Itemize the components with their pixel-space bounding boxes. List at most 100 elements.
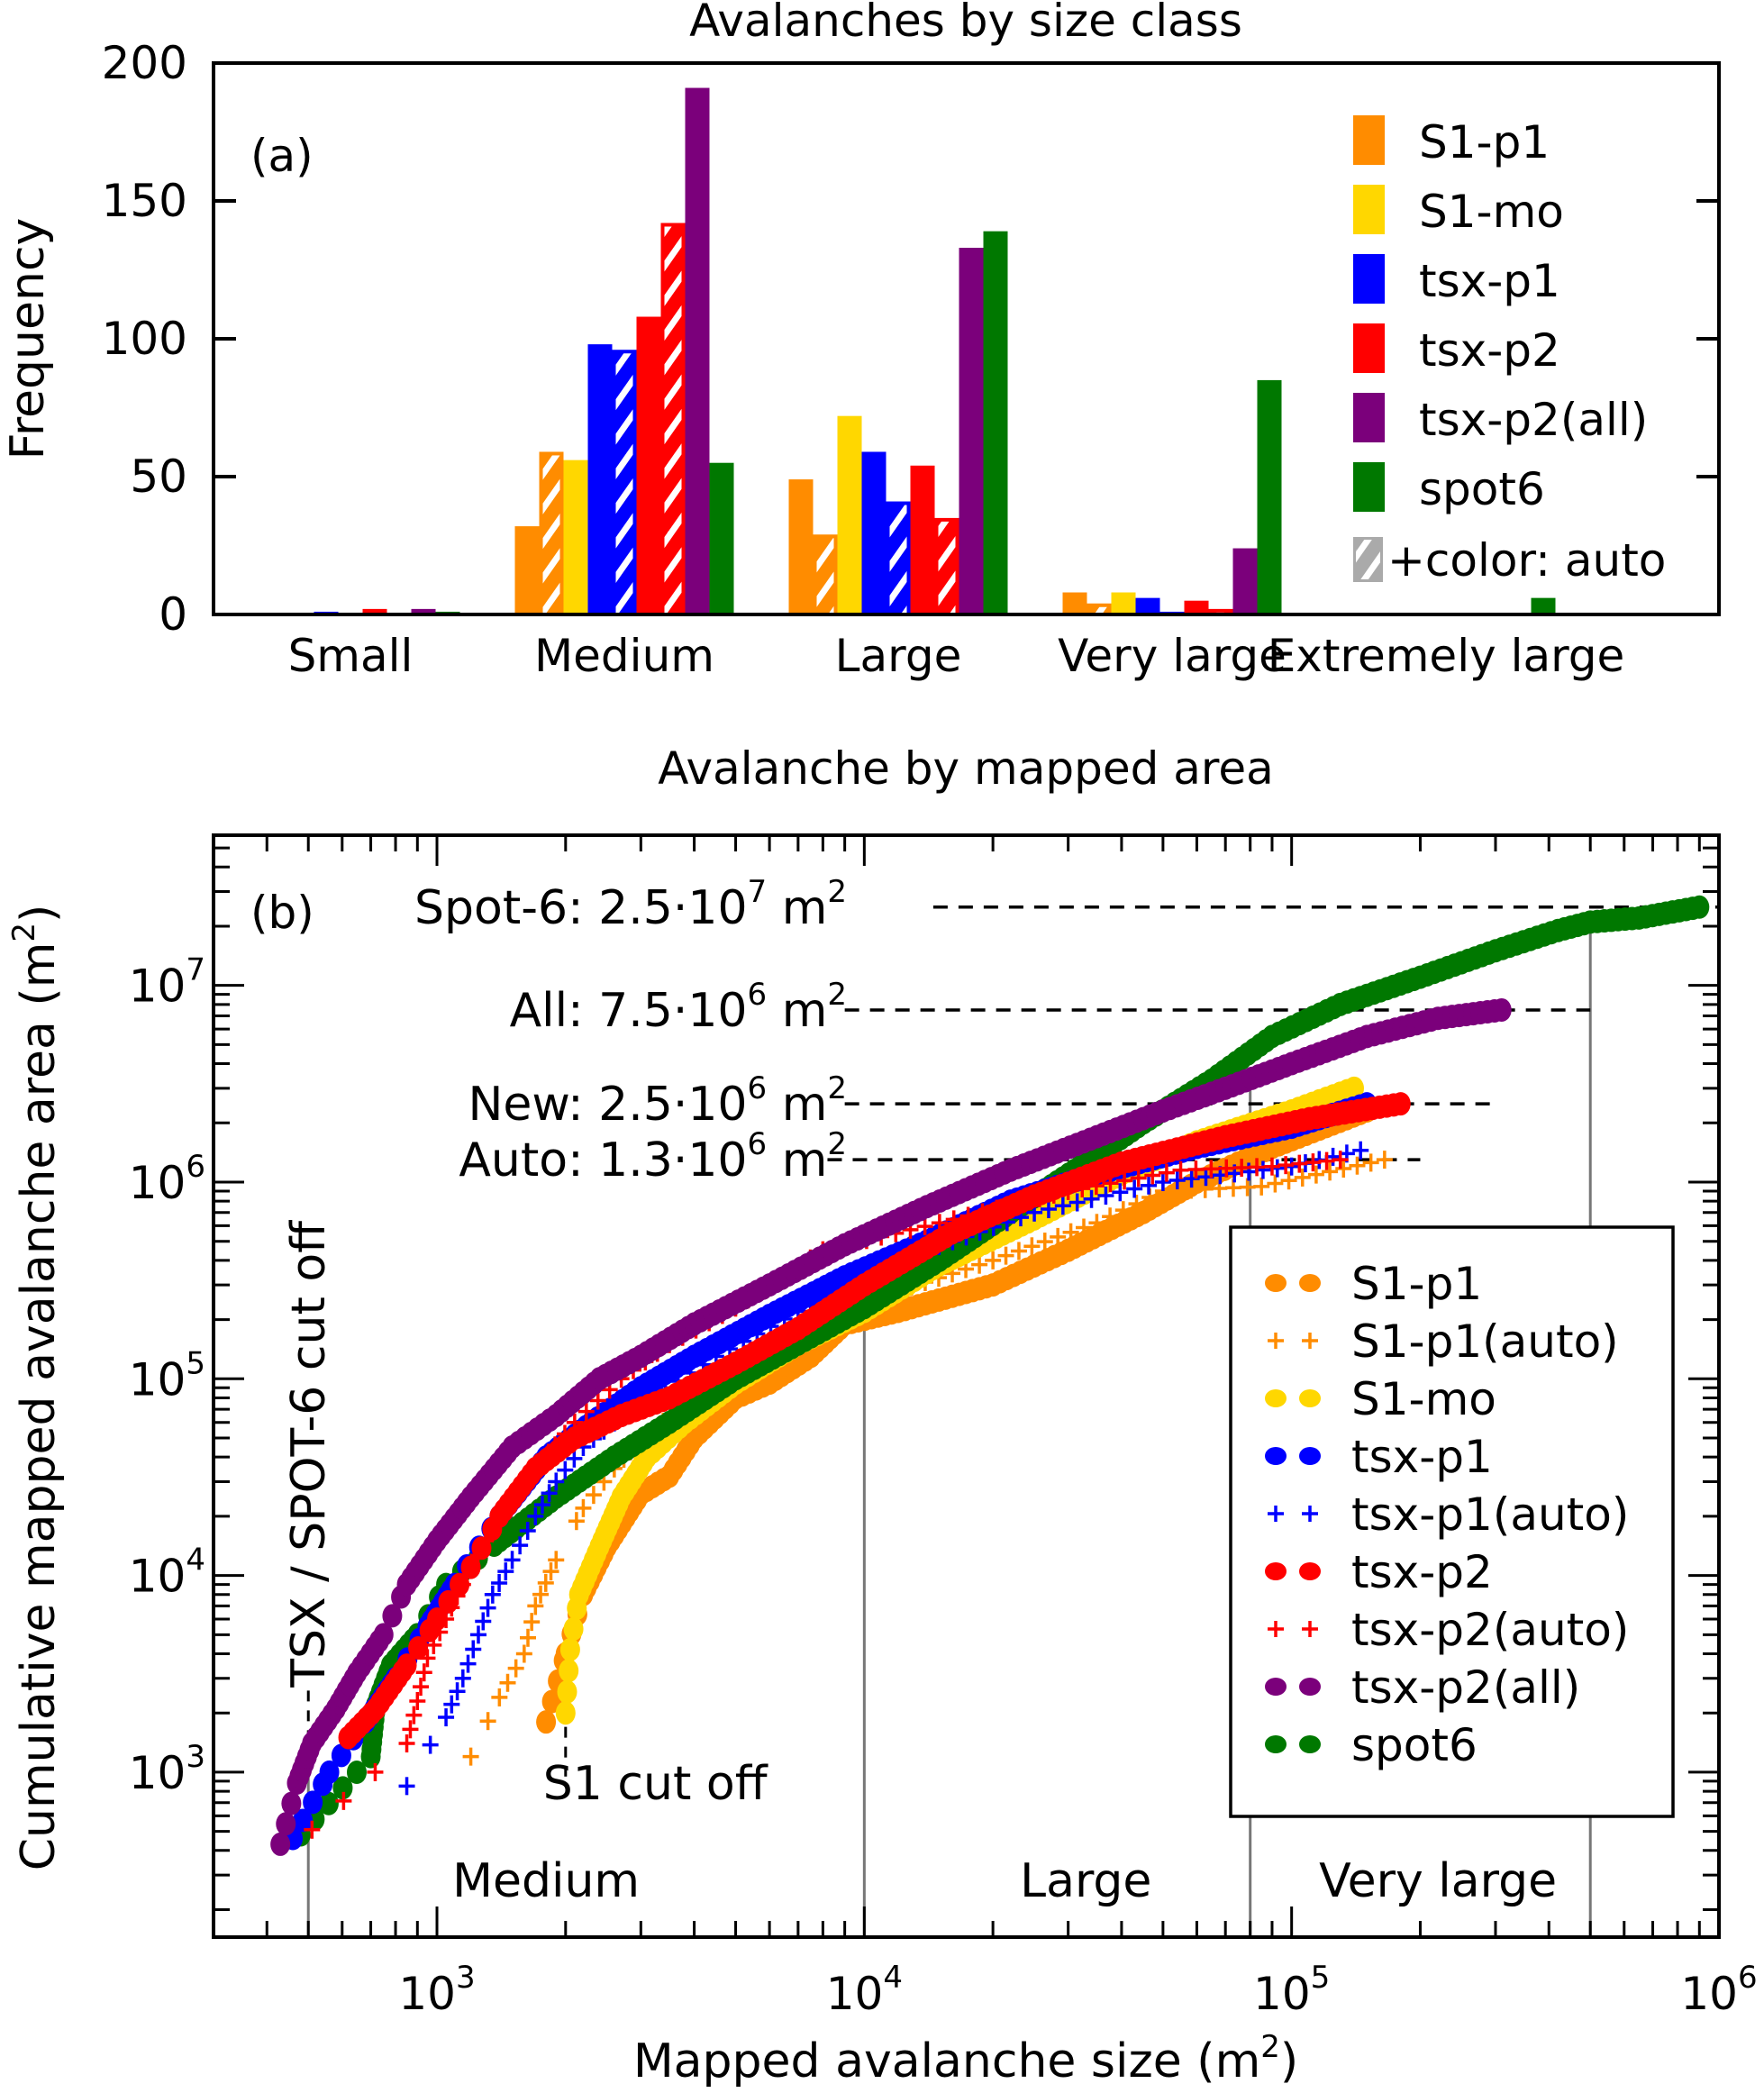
bar-very-large-s1-mo	[1111, 592, 1136, 614]
point-tsx-p1-auto-	[1154, 1172, 1171, 1191]
point-tsx-p2-auto-	[413, 1678, 430, 1697]
point-tsx-p2-auto-	[1003, 1196, 1020, 1215]
point-tsx-p2-auto-	[566, 1413, 583, 1432]
point-tsx-p1-auto-	[469, 1625, 486, 1644]
point-s1-p1-auto-	[499, 1673, 516, 1692]
x-tick-label: Extremely large	[1268, 630, 1625, 682]
panel-b-label: (b)	[250, 887, 314, 939]
bar-very-large-s1-p1-auto--hatch	[1090, 606, 1108, 613]
point-tsx-p1-auto-	[1068, 1193, 1086, 1212]
panel-b-xlabel: Mapped avalanche size (m2)	[633, 2029, 1298, 2088]
point-tsx-p2-auto-	[1087, 1177, 1105, 1196]
size-class-label: Very large	[1319, 1854, 1557, 1908]
x-tick-label: Small	[288, 630, 414, 682]
point-tsx-p2	[396, 1653, 417, 1678]
legend-entry-s1-p1-swatch	[1353, 115, 1385, 165]
point-s1-p1-auto-	[971, 1255, 988, 1274]
point-s1-p1-auto-	[1335, 1160, 1352, 1178]
legend-entry-tsx-p1-marker	[1299, 1447, 1321, 1465]
point-tsx-p1-auto-	[1183, 1169, 1200, 1188]
size-class-label: Medium	[452, 1854, 640, 1908]
legend-entry-tsx-p1-swatch	[1353, 254, 1385, 304]
point-tsx-p1-auto-	[533, 1496, 550, 1515]
legend-entry-tsx-p2-label: tsx-p2	[1419, 324, 1560, 377]
legend-entry-tsx-p2-all--marker	[1299, 1678, 1321, 1696]
panel-a-bar-chart: Avalanches by size class Frequency (a) 0…	[1, 0, 1721, 682]
point-tsx-p1	[303, 1790, 323, 1815]
point-tsx-p1-auto-	[398, 1777, 415, 1796]
legend-frame	[1229, 1225, 1675, 1818]
point-tsx-p1-auto-	[475, 1612, 492, 1631]
point-tsx-p2-auto-	[1059, 1181, 1077, 1200]
point-tsx-p1-auto-	[1097, 1187, 1114, 1206]
point-tsx-p2	[1390, 1092, 1411, 1116]
size-class-label: Large	[1020, 1854, 1151, 1908]
point-tsx-p2-auto-	[1074, 1179, 1091, 1198]
x-tick-label: Large	[835, 630, 962, 682]
point-tsx-p2-auto-	[462, 1561, 479, 1579]
point-s1-p1-auto-	[515, 1644, 532, 1663]
point-s1-mo	[1343, 1076, 1364, 1100]
point-tsx-p1	[319, 1760, 340, 1784]
point-s1-p1-auto-	[1088, 1214, 1105, 1233]
point-s1-p1-auto-	[1253, 1177, 1270, 1196]
point-tsx-p2-auto-	[988, 1199, 1005, 1218]
point-tsx-p1-auto-	[519, 1522, 536, 1541]
panel-b-scatter-chart: Avalanche by mapped area Cumulative mapp…	[6, 742, 1758, 2088]
point-s1-p1-auto-	[1128, 1195, 1145, 1214]
legend-entry-spot6-marker	[1265, 1735, 1287, 1753]
point-tsx-p1	[293, 1808, 314, 1833]
point-tsx-p2-all-	[281, 1791, 302, 1815]
point-tsx-p1-auto-	[512, 1536, 529, 1555]
panel-a-axes-frame	[212, 61, 1721, 616]
point-spot6	[346, 1761, 367, 1785]
point-tsx-p2-auto-	[1158, 1163, 1175, 1182]
point-tsx-p2-all-	[276, 1812, 296, 1836]
point-tsx-p2-auto-	[1278, 1156, 1295, 1175]
legend-entry-tsx-p1-marker	[1265, 1447, 1287, 1465]
point-s1-p1-auto-	[542, 1562, 559, 1581]
point-tsx-p2-auto-	[504, 1488, 521, 1506]
point-s1-p1-auto-	[1239, 1178, 1256, 1197]
point-tsx-p1-auto-	[449, 1682, 466, 1701]
point-tsx-p2-auto-	[547, 1436, 564, 1455]
point-tsx-p2-auto-	[304, 1820, 321, 1839]
point-s1-p1-auto-	[519, 1628, 536, 1647]
legend-entry--color-auto-hatch	[1356, 540, 1380, 579]
point-tsx-p2-auto-	[945, 1210, 962, 1229]
point-s1-p1-auto-	[1267, 1174, 1284, 1193]
legend-entry-tsx-p2-swatch	[1353, 323, 1385, 373]
point-s1-p1-auto-	[523, 1613, 541, 1632]
y-tick-label: 200	[102, 37, 187, 89]
point-tsx-p2-auto-	[527, 1459, 544, 1478]
panel-a-legend: S1-p1 S1-mo tsx-p1 tsx-p2 tsx-p2(all) spot6 +c…	[1353, 115, 1666, 587]
point-tsx-p1-auto-	[438, 1708, 455, 1727]
bar-very-large-spot6	[1257, 379, 1282, 614]
bar-very-large-tsx-p1	[1135, 597, 1160, 614]
legend-entry-spot6-label: spot6	[1351, 1719, 1478, 1771]
x-tick-label: 103	[398, 1960, 475, 2020]
point-tsx-p1-auto-	[497, 1562, 514, 1581]
point-tsx-p2-auto-	[1045, 1185, 1062, 1204]
x-tick-label: Medium	[534, 630, 714, 682]
legend-entry-s1-mo-swatch	[1353, 185, 1385, 234]
total-annotation: Auto: 1.3·106 m2	[459, 1126, 847, 1188]
point-tsx-p2	[427, 1607, 448, 1632]
point-s1-mo	[563, 1616, 584, 1641]
point-tsx-p2-auto-	[931, 1214, 948, 1233]
point-tsx-p2-auto-	[1233, 1159, 1250, 1178]
legend-entry-tsx-p2-all--label: tsx-p2(all)	[1351, 1661, 1580, 1714]
point-tsx-p2-auto-	[1172, 1160, 1189, 1179]
x-tick-label: 105	[1253, 1960, 1330, 2020]
legend-entry-s1-mo-marker	[1265, 1389, 1287, 1407]
y-tick-label: 103	[129, 1739, 205, 1799]
point-tsx-p2-auto-	[1249, 1158, 1266, 1177]
s1-cutoff-label: S1 cut off	[543, 1757, 768, 1811]
bar-very-large-tsx-p2	[1184, 600, 1209, 614]
y-tick-label: 106	[129, 1149, 205, 1209]
bar-large-tsx-p1-auto--hatch	[889, 505, 907, 613]
y-tick-label: 100	[102, 313, 187, 365]
legend-entry--color-auto-label: +color: auto	[1387, 534, 1666, 587]
point-s1-mo	[555, 1701, 576, 1725]
point-tsx-p2-auto-	[1218, 1159, 1235, 1178]
